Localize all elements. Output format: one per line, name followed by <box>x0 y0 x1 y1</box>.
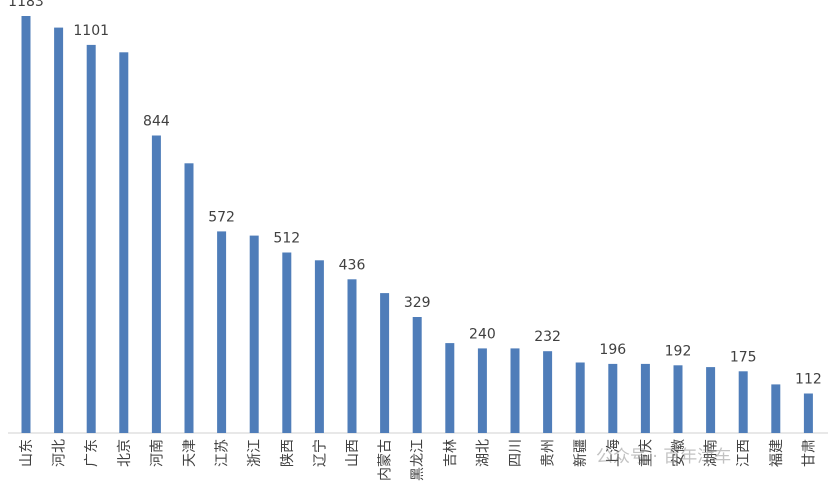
data-label: 112 <box>795 372 822 388</box>
x-tick-label: 湖北 <box>475 439 491 467</box>
x-tick-label: 山东 <box>19 439 35 467</box>
x-tick-label: 安徽 <box>671 439 687 467</box>
bar-22 <box>738 371 748 433</box>
bar-11 <box>380 293 390 433</box>
x-tick-label: 重庆 <box>638 439 654 467</box>
bar-20 <box>673 365 683 433</box>
bar-1 <box>54 27 64 433</box>
bar-9 <box>314 260 324 433</box>
x-tick-label: 河南 <box>149 439 165 467</box>
x-tick-label: 吉林 <box>443 439 459 467</box>
x-tick-label: 江西 <box>736 439 752 467</box>
bar-7 <box>249 235 259 433</box>
x-tick-label: 山西 <box>345 439 361 467</box>
data-label: 240 <box>469 326 496 342</box>
x-tick-label: 新疆 <box>573 439 589 467</box>
bar-4 <box>151 135 161 433</box>
data-label: 436 <box>339 257 366 273</box>
data-label: 192 <box>665 343 692 359</box>
bar-21 <box>706 367 716 433</box>
x-tick-label: 陕西 <box>280 439 296 467</box>
bar-24 <box>803 393 813 433</box>
bar-19 <box>640 363 650 433</box>
x-tick-label: 贵州 <box>541 439 557 467</box>
x-tick-label: 湖南 <box>704 439 720 467</box>
bar-6 <box>217 231 227 433</box>
bar-3 <box>119 52 129 434</box>
bar-14 <box>477 348 487 433</box>
data-label: 1101 <box>73 23 109 39</box>
x-tick-label: 福建 <box>769 439 785 467</box>
x-tick-label: 辽宁 <box>311 439 328 467</box>
x-tick-label: 黑龙江 <box>410 439 426 481</box>
bar-2 <box>86 44 96 434</box>
bar-12 <box>412 317 422 433</box>
x-tick-label: 江苏 <box>215 439 231 467</box>
bar-13 <box>445 343 455 433</box>
bar-17 <box>575 362 585 433</box>
x-tick-label: 北京 <box>117 439 133 467</box>
data-label: 232 <box>534 329 561 345</box>
x-tick-label: 内蒙古 <box>378 439 394 481</box>
data-label: 512 <box>273 231 300 247</box>
bar-0 <box>21 16 31 433</box>
x-tick-label: 河北 <box>52 439 68 467</box>
bar-15 <box>510 348 520 433</box>
x-tick-label: 甘肃 <box>801 439 817 467</box>
data-label: 572 <box>208 209 235 225</box>
data-label: 329 <box>404 295 431 311</box>
x-tick-label: 上海 <box>606 439 622 467</box>
x-tick-label: 天津 <box>182 439 198 467</box>
data-label: 175 <box>730 349 757 365</box>
bar-10 <box>347 279 357 433</box>
data-label: 1183 <box>8 0 44 10</box>
bar-8 <box>282 252 292 433</box>
bar-18 <box>608 363 618 433</box>
data-label: 196 <box>599 342 626 358</box>
bar-5 <box>184 163 194 434</box>
bar-23 <box>771 384 781 433</box>
x-tick-label: 四川 <box>508 439 524 467</box>
bar-16 <box>543 351 553 433</box>
data-label: 844 <box>143 114 170 130</box>
x-tick-label: 浙江 <box>247 439 263 467</box>
x-tick-label: 广东 <box>84 439 100 467</box>
watermark-text: 公众号 · 百年津车 <box>596 447 732 467</box>
